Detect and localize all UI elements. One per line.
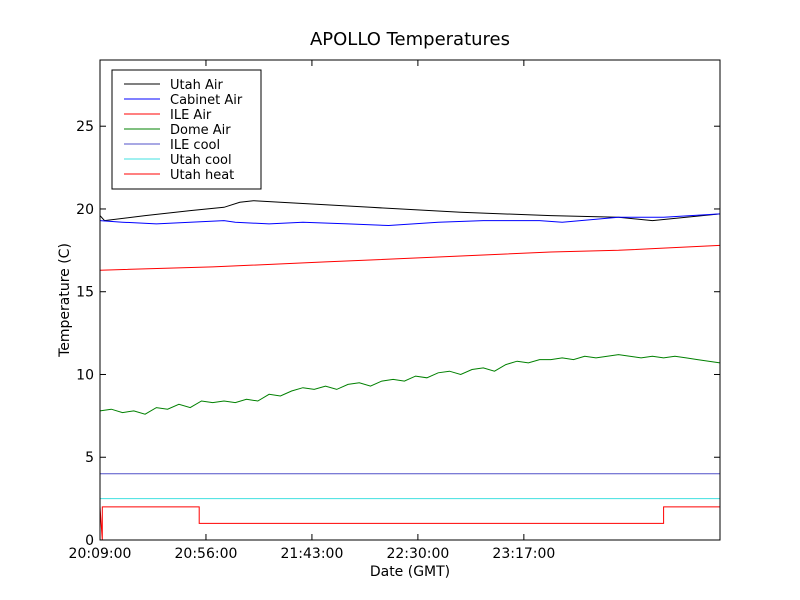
- plot-area: [99, 200, 721, 541]
- y-tick-label: 15: [76, 285, 94, 301]
- x-tick-label: 23:17:00: [492, 546, 555, 562]
- series-line-ile-air: [99, 244, 721, 271]
- series-line-utah-heat: [99, 506, 720, 541]
- legend-label: Utah heat: [170, 168, 234, 183]
- series-line-dome-air: [99, 354, 721, 415]
- chart-title: APOLLO Temperatures: [310, 29, 510, 50]
- y-axis-label: Temperature (C): [57, 243, 73, 358]
- y-tick-label: 5: [85, 450, 94, 466]
- x-axis-label: Date (GMT): [370, 564, 450, 580]
- y-tick-label: 0: [85, 533, 94, 549]
- legend-label: Dome Air: [170, 123, 231, 138]
- x-tick-label: 20:09:00: [69, 546, 132, 562]
- legend-label: Utah Air: [170, 78, 223, 93]
- x-tick-label: 21:43:00: [280, 546, 343, 562]
- legend-label: ILE Air: [170, 108, 212, 123]
- series-line-utah-air: [99, 200, 721, 222]
- y-tick-label: 20: [76, 202, 94, 218]
- legend-label: Utah cool: [170, 153, 232, 168]
- x-tick-label: 22:30:00: [386, 546, 449, 562]
- x-tick-label: 20:56:00: [175, 546, 238, 562]
- legend-label: Cabinet Air: [170, 93, 243, 108]
- legend-label: ILE cool: [170, 138, 220, 153]
- plot-frame: [99, 59, 721, 541]
- axis-ticks: 20:09:00 20:56:00 21:43:00 22:30:00 23:17:00…: [69, 60, 720, 562]
- series-line-cabinet-air: [99, 213, 721, 227]
- y-tick-label: 10: [76, 367, 94, 383]
- y-tick-label: 25: [76, 119, 94, 135]
